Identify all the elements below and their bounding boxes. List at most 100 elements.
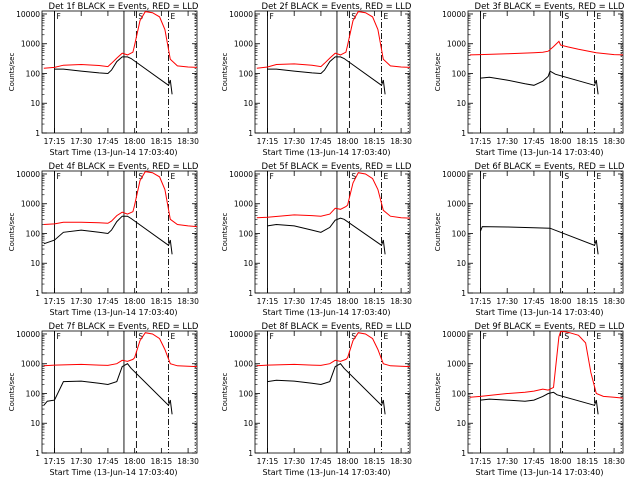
- y-tick-label: 1: [35, 289, 40, 298]
- x-tick-label: 18:15: [364, 297, 386, 306]
- x-tick-label: 17:15: [44, 137, 66, 146]
- x-tick-label: 18:30: [390, 297, 412, 306]
- x-axis-label: Start Time (13-Jun-14 17:03:40): [476, 308, 604, 317]
- series-lld-line: [469, 331, 623, 399]
- y-tick-label: 10: [243, 99, 253, 108]
- x-axis-label: Start Time (13-Jun-14 17:03:40): [263, 468, 391, 477]
- chart-panel: Det 8f BLACK = Events, RED = LLD 1 10 100 10…: [221, 322, 412, 477]
- x-tick-label: 17:15: [257, 137, 279, 146]
- chart-panel: Det 3f BLACK = Events, RED = LLD 1 10 100 10…: [434, 2, 625, 157]
- y-axis-label: Counts/sec: [434, 373, 442, 412]
- plot-frame: [41, 330, 198, 454]
- y-tick-label: 10000: [229, 170, 253, 179]
- x-tick-label: 17:15: [257, 457, 279, 466]
- marker-label: F: [269, 12, 273, 21]
- y-tick-label: 10: [243, 419, 253, 428]
- y-axis-label: Counts/sec: [221, 53, 229, 92]
- x-tick-label: 17:15: [257, 297, 279, 306]
- x-tick-label: 18:15: [364, 457, 386, 466]
- x-axis-label: Start Time (13-Jun-14 17:03:40): [50, 468, 178, 477]
- x-tick-label: 18:15: [577, 297, 599, 306]
- y-axis-label: Counts/sec: [221, 213, 229, 252]
- y-tick-label: 100: [452, 69, 467, 78]
- series-events-line: [267, 56, 386, 95]
- x-tick-label: 18:30: [603, 457, 625, 466]
- chart-title: Det 3f BLACK = Events, RED = LLD: [475, 2, 625, 12]
- x-tick-label: 17:45: [310, 137, 332, 146]
- chart-title: Det 4f BLACK = Events, RED = LLD: [49, 162, 199, 172]
- chart-title: Det 7f BLACK = Events, RED = LLD: [49, 322, 199, 332]
- marker-label: E: [170, 12, 175, 21]
- y-tick-label: 10000: [442, 10, 466, 19]
- y-tick-label: 1000: [21, 40, 40, 49]
- marker-label: E: [596, 172, 601, 181]
- marker-label: E: [383, 172, 388, 181]
- marker-label: E: [170, 332, 175, 341]
- y-tick-label: 100: [239, 229, 254, 238]
- plot-frame: [41, 170, 198, 294]
- chart-title: Det 1f BLACK = Events, RED = LLD: [49, 2, 199, 12]
- plot-frame: [467, 330, 624, 454]
- x-tick-label: 18:00: [124, 297, 146, 306]
- series-lld-line: [256, 332, 410, 368]
- x-tick-label: 17:15: [44, 457, 66, 466]
- y-tick-label: 100: [452, 229, 467, 238]
- x-tick-label: 17:30: [496, 297, 518, 306]
- plot-frame: [467, 170, 624, 294]
- y-tick-label: 10000: [16, 10, 40, 19]
- marker-label: E: [170, 172, 175, 181]
- chart-panel: Det 2f BLACK = Events, RED = LLD 1 10 100 10…: [221, 2, 412, 157]
- x-tick-label: 17:45: [97, 297, 119, 306]
- x-tick-label: 18:00: [550, 297, 572, 306]
- series-events-line: [480, 391, 599, 415]
- chart-panel: Det 1f BLACK = Events, RED = LLD 1 10 100 10…: [8, 2, 199, 157]
- x-tick-label: 17:30: [70, 457, 92, 466]
- y-tick-label: 100: [26, 389, 41, 398]
- y-axis-label: Counts/sec: [8, 373, 16, 412]
- series-lld-line: [43, 171, 197, 228]
- y-tick-label: 1000: [234, 40, 253, 49]
- series-lld-line: [469, 40, 623, 56]
- marker-label: E: [383, 12, 388, 21]
- y-tick-label: 100: [452, 389, 467, 398]
- x-tick-label: 17:45: [523, 457, 545, 466]
- y-tick-label: 10: [30, 99, 40, 108]
- marker-label: S: [138, 172, 143, 181]
- plot-frame: [254, 10, 411, 134]
- x-tick-label: 18:15: [577, 137, 599, 146]
- x-tick-label: 18:00: [550, 137, 572, 146]
- y-axis-label: Counts/sec: [8, 213, 16, 252]
- plot-frame: [254, 330, 411, 454]
- x-tick-label: 18:30: [390, 457, 412, 466]
- x-axis-label: Start Time (13-Jun-14 17:03:40): [263, 148, 391, 157]
- y-tick-label: 1: [461, 289, 466, 298]
- marker-label: S: [351, 332, 356, 341]
- chart-panel: Det 5f BLACK = Events, RED = LLD 1 10 100 10…: [221, 162, 412, 317]
- x-tick-label: 18:00: [337, 297, 359, 306]
- series-events-line: [43, 215, 173, 255]
- plot-frame: [41, 10, 198, 134]
- series-events-line: [267, 217, 386, 255]
- y-tick-label: 1: [248, 129, 253, 138]
- y-tick-label: 10: [456, 259, 466, 268]
- x-tick-label: 18:00: [124, 137, 146, 146]
- chart-panel: Det 4f BLACK = Events, RED = LLD 1 10 100 10…: [8, 162, 199, 317]
- y-tick-label: 10000: [229, 10, 253, 19]
- series-lld-line: [43, 11, 197, 69]
- marker-label: E: [596, 332, 601, 341]
- y-tick-label: 1: [461, 449, 466, 458]
- series-events-line: [480, 226, 599, 255]
- plot-frame: [254, 170, 411, 294]
- x-tick-label: 18:15: [577, 457, 599, 466]
- y-tick-label: 1000: [447, 360, 466, 369]
- chart-title: Det 6f BLACK = Events, RED = LLD: [475, 162, 625, 172]
- x-axis-label: Start Time (13-Jun-14 17:03:40): [50, 148, 178, 157]
- x-axis-label: Start Time (13-Jun-14 17:03:40): [476, 468, 604, 477]
- x-axis-label: Start Time (13-Jun-14 17:03:40): [476, 148, 604, 157]
- x-tick-label: 18:00: [337, 457, 359, 466]
- y-tick-label: 100: [239, 69, 254, 78]
- marker-label: S: [564, 172, 569, 181]
- y-tick-label: 10000: [229, 330, 253, 339]
- marker-label: E: [383, 332, 388, 341]
